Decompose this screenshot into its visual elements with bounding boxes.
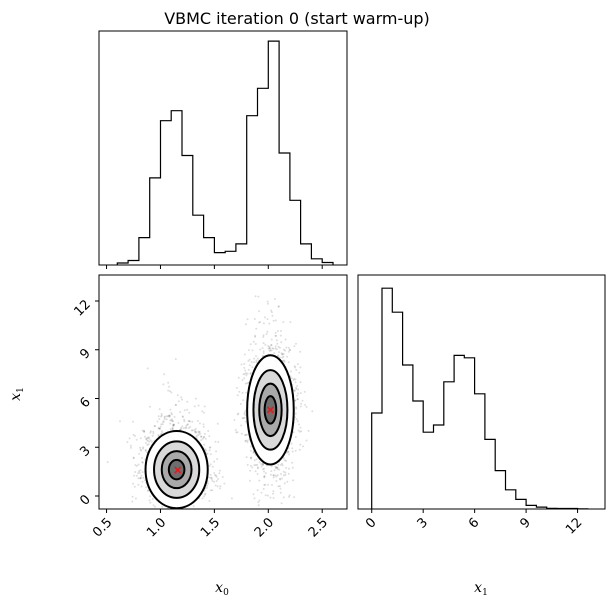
contour-line [160, 450, 193, 490]
scatter-x-tick-label: 0.5 [90, 515, 115, 540]
scatter-y-tick-label: 6 [77, 395, 93, 411]
hist-x0-ticks [106, 265, 323, 269]
contour-line [263, 395, 278, 425]
scatter-y-tick-label: 3 [77, 443, 93, 459]
scatter-x-tick-label: 1.0 [144, 515, 169, 540]
hist-x1-tick-label: 0 [363, 515, 379, 531]
figure-title: VBMC iteration 0 (start warm-up) [164, 9, 430, 28]
hist-x1-tick-label: 9 [517, 515, 533, 531]
hist-x0-panel [98, 30, 348, 269]
hist-x1-tick-label: 6 [466, 515, 482, 531]
hist-x1-tick-label: 3 [415, 515, 431, 531]
scatter-x-ticks: 0.5 1.0 1.5 2.0 2.5 [90, 509, 331, 540]
contour-line [246, 354, 295, 466]
scatter-y-tick-label: 12 [72, 297, 94, 319]
hist-x0-frame [98, 30, 348, 266]
x1-axis-label-left: x1 [8, 387, 26, 401]
scatter-y-ticks: 0 3 6 9 12 [72, 297, 99, 509]
hist-x1-line [371, 287, 589, 510]
scatter-x-tick-label: 1.5 [198, 515, 223, 540]
scatter-y-tick-label: 0 [77, 492, 93, 508]
x0-axis-label: x0 [215, 580, 229, 598]
scatter-frame [98, 274, 348, 510]
x1-axis-label-bottom: x1 [474, 580, 488, 598]
contour-line [167, 458, 186, 481]
sample-marker [266, 406, 275, 414]
scatter-y-tick-label: 9 [77, 346, 93, 362]
sample-marker [174, 466, 182, 474]
hist-x1-frame [357, 274, 606, 510]
scatter-x-tick-label: 2.5 [306, 515, 331, 540]
contour-line [153, 440, 201, 499]
contour-line [144, 430, 209, 509]
hist-x1-ticks: 0 3 6 9 12 [363, 509, 585, 538]
scatter-x-tick-label: 2.0 [252, 515, 277, 540]
sample-markers [174, 406, 275, 474]
hist-x1-tick-label: 12 [563, 515, 585, 537]
contour-line [252, 369, 289, 451]
scatter-x0-x1-panel: 0.5 1.0 1.5 2.0 2.5 0 3 6 9 12 [72, 274, 348, 540]
hist-x1-panel: 0 3 6 9 12 [357, 274, 606, 538]
contour-line [258, 382, 283, 438]
hist-x0-line [116, 40, 334, 265]
density-contours [144, 354, 295, 509]
